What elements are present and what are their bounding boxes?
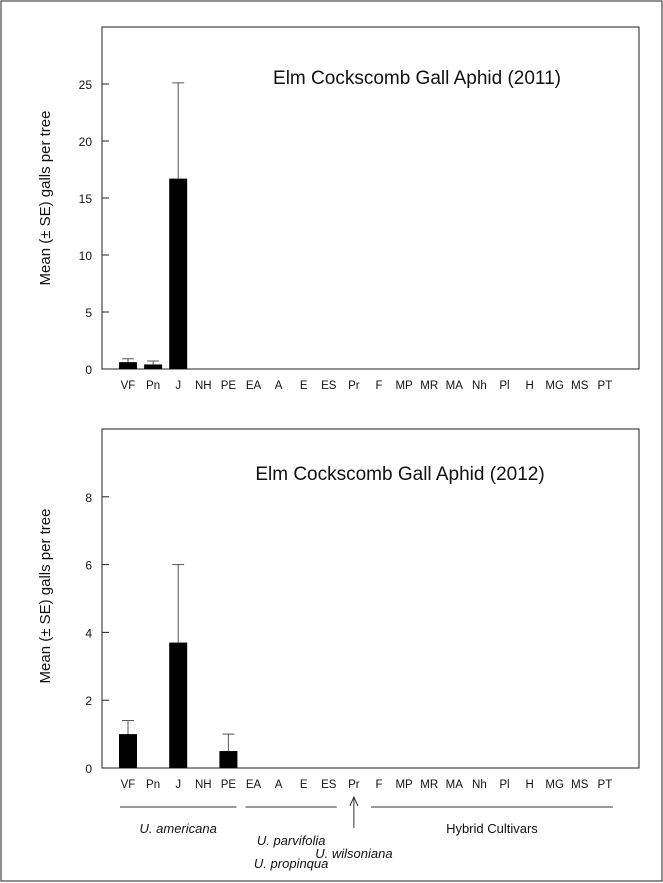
y-axis-label: Mean (± SE) galls per tree	[37, 111, 54, 286]
x-tick-label: VF	[121, 380, 136, 392]
x-tick-label: PT	[598, 779, 613, 791]
bar-Pn	[144, 364, 163, 369]
x-tick-label: EA	[246, 380, 262, 392]
x-tick-label: MS	[571, 779, 589, 791]
x-axis-labels: VF Pn J NH PE EA A E ES Pr F MP MR MA Nh Pl H MG MS PT	[121, 380, 613, 392]
bar-PE	[219, 751, 238, 768]
bar-J	[169, 642, 188, 768]
x-tick-label: F	[375, 779, 382, 791]
x-tick-label: F	[375, 380, 382, 392]
x-tick-label: Pn	[146, 380, 160, 392]
x-tick-label: MS	[571, 380, 589, 392]
bar-J	[169, 178, 188, 369]
y-tick-label: 6	[85, 559, 92, 573]
y-axis-ticks: 0 2 4 6 8	[85, 491, 109, 776]
x-tick-label: ES	[321, 779, 337, 791]
x-tick-label: PE	[221, 380, 237, 392]
chart-panel-2012: Elm Cockscomb Gall Aphid (2012) Mean (± …	[37, 428, 640, 791]
x-tick-label: Nh	[472, 380, 487, 392]
x-tick-label: NH	[195, 779, 212, 791]
group-label: U. americana	[140, 821, 217, 836]
group-label: U. wilsoniana	[315, 846, 392, 861]
x-tick-label: Pl	[499, 779, 509, 791]
x-tick-label: MR	[420, 380, 438, 392]
plot-area	[101, 428, 640, 769]
x-axis-labels: VF Pn J NH PE EA A E ES Pr F MP MR MA Nh Pl H MG MS PT	[121, 779, 613, 791]
y-tick-label: 8	[85, 491, 92, 505]
y-tick-label: 4	[85, 626, 92, 640]
x-tick-label: MG	[545, 380, 564, 392]
x-tick-label: A	[275, 380, 283, 392]
x-tick-label: J	[175, 380, 181, 392]
y-axis-label: Mean (± SE) galls per tree	[37, 509, 54, 684]
y-tick-label: 25	[79, 78, 93, 92]
x-tick-label: E	[300, 380, 308, 392]
x-tick-label: E	[300, 779, 308, 791]
x-tick-label: ES	[321, 380, 337, 392]
x-tick-label: MG	[545, 779, 564, 791]
chart-panel-2011: Elm Cockscomb Gall Aphid (2011) Mean (± …	[37, 26, 640, 392]
bar-VF	[119, 362, 137, 369]
x-tick-label: VF	[121, 779, 136, 791]
y-tick-label: 15	[79, 192, 93, 206]
x-tick-label: Pr	[348, 380, 360, 392]
chart-title: Elm Cockscomb Gall Aphid (2012)	[255, 464, 544, 485]
x-tick-label: H	[525, 779, 533, 791]
x-tick-label: Pl	[499, 380, 509, 392]
x-tick-label: MA	[446, 380, 464, 392]
group-arrowhead	[349, 795, 359, 807]
group-label: Hybrid Cultivars	[446, 821, 538, 836]
bar-series	[119, 564, 238, 768]
x-tick-label: Pn	[146, 779, 160, 791]
y-tick-label: 10	[79, 249, 93, 263]
x-tick-label: MA	[446, 779, 464, 791]
x-tick-label: MP	[395, 779, 413, 791]
y-tick-label: 0	[85, 762, 92, 776]
y-tick-label: 2	[85, 694, 92, 708]
x-tick-label: A	[275, 779, 283, 791]
x-tick-label: PT	[598, 380, 613, 392]
x-tick-label: Pr	[348, 779, 360, 791]
x-tick-label: MP	[395, 380, 413, 392]
bar-VF	[119, 734, 137, 768]
chart-title: Elm Cockscomb Gall Aphid (2011)	[273, 68, 561, 89]
group-label: U. propinqua	[254, 856, 328, 871]
y-tick-label: 20	[79, 135, 93, 149]
x-tick-label: Nh	[472, 779, 487, 791]
species-groups: U. americana U. parvifolia U. propinquaU. …	[120, 795, 613, 871]
x-tick-label: EA	[246, 779, 262, 791]
y-axis-ticks: 0 5 10 15 20 25	[79, 78, 109, 377]
group-label: U. parvifolia	[257, 833, 326, 848]
x-tick-label: MR	[420, 779, 438, 791]
x-tick-label: PE	[221, 779, 237, 791]
x-tick-label: J	[175, 779, 181, 791]
x-tick-label: NH	[195, 380, 212, 392]
x-tick-label: H	[525, 380, 533, 392]
y-tick-label: 5	[85, 306, 92, 320]
y-tick-label: 0	[85, 363, 92, 377]
bar-series	[119, 82, 188, 369]
